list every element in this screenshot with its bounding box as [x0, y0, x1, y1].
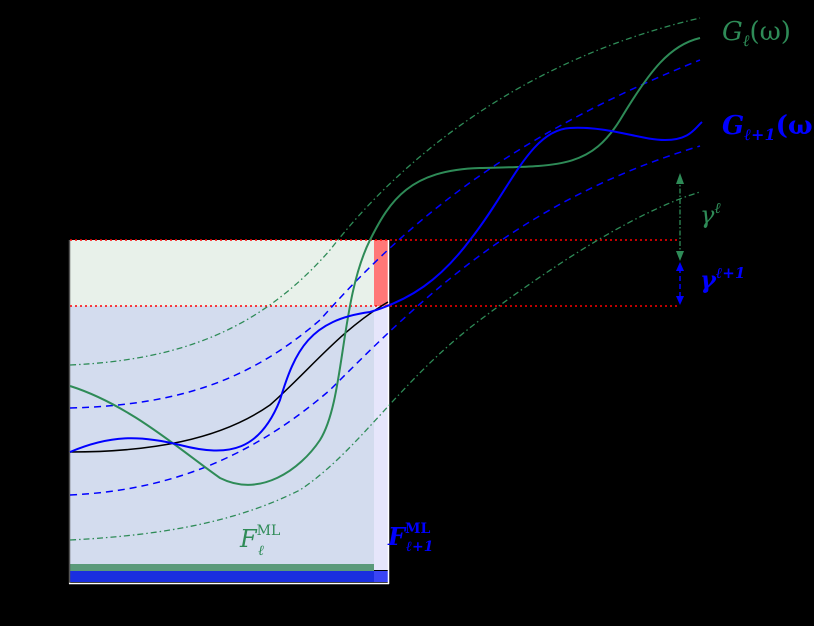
blue-envelope-lower	[69, 145, 701, 496]
gamma-l1-arrowhead-up	[676, 262, 684, 271]
gamma-l-arrowhead-up	[676, 173, 684, 184]
blue-bar-tip	[374, 571, 388, 582]
label-gamma-l: γℓ	[700, 199, 721, 229]
red-bar	[374, 240, 388, 306]
green-bar	[70, 564, 374, 571]
gamma-l1-arrowhead-down	[676, 296, 684, 305]
lower-region	[70, 306, 374, 570]
blue-bar	[70, 571, 388, 582]
right-strip	[374, 306, 388, 570]
G-l-curve	[69, 37, 701, 486]
G-l1-curve	[69, 121, 703, 453]
label-F-l1-ML: FML ℓ+1	[387, 521, 433, 555]
upper-region	[70, 240, 374, 306]
label-F-l-ML: FML ℓ	[239, 523, 280, 559]
gamma-l-arrowhead-down	[676, 251, 684, 261]
label-G-l1: Gℓ+1(ω)	[722, 111, 814, 144]
label-gamma-l1: γℓ+1	[700, 264, 745, 294]
label-G-l: Gℓ(ω)	[722, 17, 791, 50]
